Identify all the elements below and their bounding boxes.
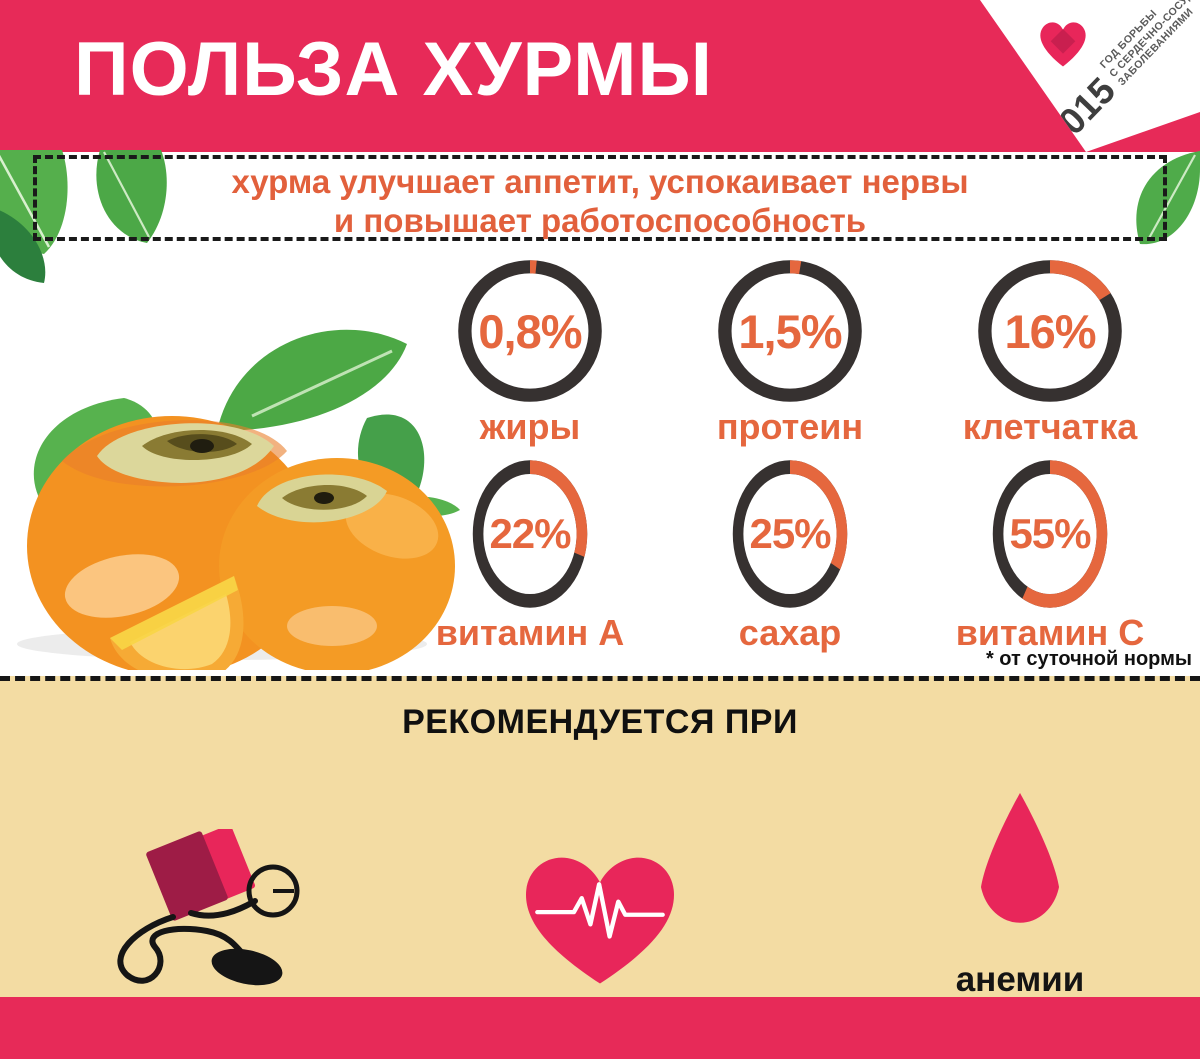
donut-vitamin-c: 55% витамин С — [956, 458, 1144, 654]
donut-sugar: 25% сахар — [731, 458, 849, 654]
recommendation-heading: РЕКОМЕНДУЕТСЯ ПРИ — [402, 703, 798, 741]
donut-vitamin-a: 22% витамин А — [436, 458, 624, 654]
donut-value: 0,8% — [478, 304, 582, 358]
ribbon-band: 2015 ГОД БОРЬБЫ С СЕРДЕЧНО-СОСУДИСТЫМИ З… — [980, 0, 1200, 157]
leaf-decoration-left — [0, 150, 167, 283]
donut-value: 1,5% — [738, 304, 842, 358]
heart-logo-icon — [1040, 22, 1086, 67]
donut-label: клетчатка — [962, 406, 1138, 447]
header: ПОЛЬЗА ХУРМЫ 2015 ГОД БОРЬБЫ С СЕРДЕЧНО-… — [0, 0, 1200, 152]
donut-label: витамин А — [435, 612, 625, 653]
ribbon-year: 2015 — [1036, 69, 1123, 157]
leaf-decoration-right — [1136, 151, 1200, 245]
intro-line-1: хурма улучшает аппетит, успокаивает нерв… — [231, 163, 969, 200]
donut-label: жиры — [479, 406, 581, 447]
donut-ring: 22% — [471, 458, 589, 610]
page-title: ПОЛЬЗА ХУРМЫ — [74, 27, 713, 112]
blood-drop-icon — [981, 793, 1059, 923]
donut-fiber: 16% клетчатка — [962, 258, 1138, 448]
daily-norm-footnote: * от суточной нормы — [985, 648, 1192, 670]
heart-pulse-icon — [526, 857, 674, 984]
recommendation-section: РЕКОМЕНДУЕТСЯ ПРИ гипертонии — [0, 676, 1200, 1059]
donut-fats: 0,8% жиры — [456, 258, 604, 448]
donut-ring: 16% — [976, 258, 1124, 404]
donut-ring: 55% — [991, 458, 1109, 610]
donut-value: 22% — [489, 510, 571, 557]
footer-strip — [0, 997, 1200, 1059]
blood-pressure-monitor-icon — [117, 829, 300, 986]
corner-ribbon: 2015 ГОД БОРЬБЫ С СЕРДЕЧНО-СОСУДИСТЫМИ З… — [0, 0, 1200, 152]
intro-banner: хурма улучшает аппетит, успокаивает нерв… — [33, 155, 1167, 241]
nutrition-donut-grid: 0,8% жиры 1,5% протеин 16% клет — [400, 258, 1180, 654]
donut-value: 16% — [1004, 304, 1096, 358]
donut-ring: 1,5% — [716, 258, 864, 404]
recommendation-anemia: анемии — [880, 719, 1160, 1001]
donut-label: сахар — [738, 612, 842, 653]
donut-ring: 25% — [731, 458, 849, 610]
donut-ring: 0,8% — [456, 258, 604, 404]
recommendation-label: анемии — [955, 960, 1085, 999]
intro-line-2: и повышает работоспособность — [333, 202, 867, 239]
donut-protein: 1,5% протеин — [716, 258, 864, 448]
donut-label: витамин С — [955, 612, 1145, 653]
donut-value: 25% — [749, 510, 831, 557]
persimmon-illustration — [17, 329, 460, 670]
donut-label: протеин — [716, 406, 864, 447]
donut-value: 55% — [1009, 510, 1091, 557]
